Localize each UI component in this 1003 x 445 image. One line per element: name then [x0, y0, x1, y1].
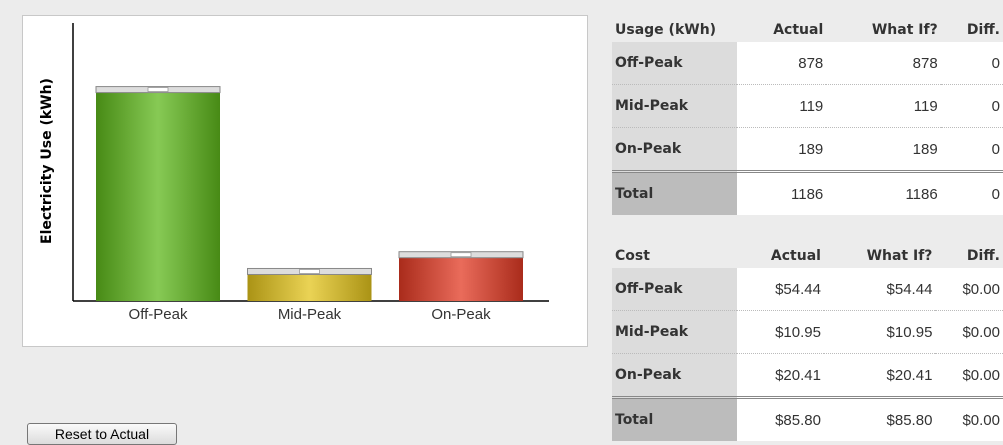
bar-shine	[96, 90, 220, 301]
table-cell: On-Peak	[612, 353, 737, 398]
chart-panel: Electricity Use (kWh) Off-Peak Mid-Peak On…	[22, 15, 588, 347]
table-cell: $10.95	[823, 310, 936, 354]
bar-shine	[399, 255, 523, 301]
header-row: Usage (kWh) Actual What If? Diff.	[612, 18, 1003, 42]
header-cell: Actual	[770, 248, 821, 264]
table-cell: $0.00	[935, 310, 1003, 354]
table-cell: 189	[737, 127, 827, 172]
table-cell: 0	[940, 42, 1003, 85]
table-cell: 1186	[826, 170, 941, 215]
table-cell: 878	[826, 42, 941, 85]
table-cell: 0	[940, 127, 1003, 172]
table-row: On-Peak 189 189 0	[612, 127, 1003, 172]
table-cell: $85.80	[823, 396, 936, 441]
table-cell: $54.44	[737, 268, 824, 311]
table-cell: Mid-Peak	[612, 84, 737, 128]
x-tick-label: Mid-Peak	[278, 306, 342, 323]
y-axis-label: Electricity Use (kWh)	[39, 78, 55, 244]
table-cell: 0	[940, 170, 1003, 215]
bar-shine	[247, 272, 372, 301]
x-tick-label: Off-Peak	[129, 306, 188, 323]
header-cell: What If?	[866, 248, 933, 264]
table-cell: Off-Peak	[612, 268, 737, 311]
table-cell: $0.00	[935, 353, 1003, 398]
table-cell: 119	[826, 84, 941, 128]
header-row: Cost Actual What If? Diff.	[612, 244, 1003, 268]
table-cell: $85.80	[737, 396, 824, 441]
table-row: Off-Peak $54.44 $54.44 $0.00	[612, 268, 1003, 311]
table-cell: Total	[612, 396, 737, 441]
table-cell: $10.95	[737, 310, 824, 354]
table-cell: 189	[826, 127, 941, 172]
header-cell: Diff.	[966, 22, 1000, 38]
table-cell: $54.44	[823, 268, 936, 311]
table-cell: $0.00	[935, 396, 1003, 441]
table-cell: On-Peak	[612, 127, 737, 172]
table-cell: Total	[612, 170, 737, 215]
table-cell: $20.41	[737, 353, 824, 398]
cost-table: Cost Actual What If? Diff. Off-Peak $54.44 $54…	[612, 244, 1003, 441]
table-cell: Off-Peak	[612, 42, 737, 85]
header-cell: Actual	[773, 22, 824, 38]
header-cell: Cost	[615, 248, 650, 264]
table-cell: 878	[737, 42, 827, 85]
reset-button[interactable]: Reset to Actual	[27, 423, 177, 445]
usage-table: Usage (kWh) Actual What If? Diff. Off-Peak 87…	[612, 18, 1003, 215]
total-row: Total $85.80 $85.80 $0.00	[612, 396, 1003, 441]
handle-grip	[450, 252, 472, 258]
handle-grip	[147, 87, 169, 92]
table-cell: $0.00	[935, 268, 1003, 311]
table-cell: $20.41	[823, 353, 936, 398]
x-tick-label: On-Peak	[431, 306, 491, 323]
chart: Electricity Use (kWh) Off-Peak Mid-Peak On…	[39, 23, 549, 323]
table-row: Off-Peak 878 878 0	[612, 42, 1003, 85]
header-cell: Usage (kWh)	[615, 22, 717, 38]
table-row: On-Peak $20.41 $20.41 $0.00	[612, 353, 1003, 398]
header-cell: What If?	[871, 22, 938, 38]
table-cell: Mid-Peak	[612, 310, 737, 354]
header-cell: Diff.	[966, 248, 1000, 264]
table-cell: 0	[940, 84, 1003, 128]
total-row: Total 1186 1186 0	[612, 170, 1003, 215]
handle-grip	[299, 269, 320, 274]
table-row: Mid-Peak 119 119 0	[612, 84, 1003, 128]
table-cell: 1186	[737, 170, 827, 215]
table-row: Mid-Peak $10.95 $10.95 $0.00	[612, 310, 1003, 354]
table-cell: 119	[737, 84, 827, 128]
